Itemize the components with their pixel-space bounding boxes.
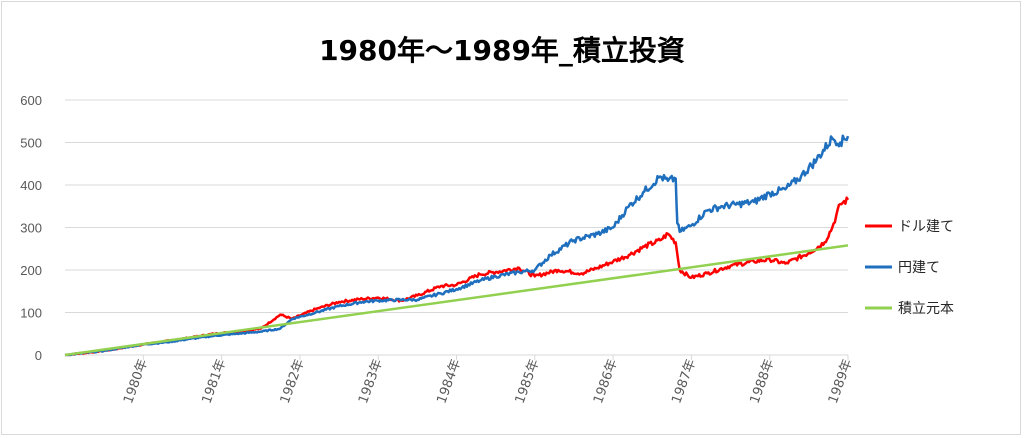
y-tick-label: 400 xyxy=(20,178,42,193)
series-line-2 xyxy=(64,244,849,357)
x-tick-label: 1989年 xyxy=(826,357,856,405)
legend-label: ドル建て xyxy=(898,219,954,235)
y-tick-label: 500 xyxy=(20,136,42,151)
x-tick-label: 1987年 xyxy=(669,357,699,405)
x-axis-ticks: 1980年 1981年 1982年 1983年 1984年 1985年 1986年 1987年… xyxy=(121,355,856,406)
legend-label: 積立元本 xyxy=(898,301,954,317)
x-tick-label: 1984年 xyxy=(434,357,464,405)
series-line-1 xyxy=(64,134,850,357)
x-tick-label: 1981年 xyxy=(199,357,229,405)
x-tick-label: 1986年 xyxy=(591,357,621,405)
y-tick-label: 200 xyxy=(20,263,42,278)
y-tick-label: 0 xyxy=(35,348,42,363)
series-line-0 xyxy=(64,196,850,357)
x-tick-label: 1983年 xyxy=(356,357,386,405)
gridlines xyxy=(65,99,848,356)
legend-label: 円建て xyxy=(898,260,940,276)
y-tick-label: 100 xyxy=(20,306,42,321)
x-tick-label: 1982年 xyxy=(278,357,308,405)
y-tick-label: 600 xyxy=(20,93,42,108)
chart-title: 1980年～1989年_積立投資 xyxy=(319,34,685,67)
y-axis-ticks: 0 100 200 300 400 500 600 xyxy=(20,93,42,363)
series-lines xyxy=(64,134,850,357)
x-tick-label: 1985年 xyxy=(513,357,543,405)
x-tick-label: 1988年 xyxy=(748,357,778,405)
x-tick-label: 1980年 xyxy=(121,357,151,405)
y-tick-label: 300 xyxy=(20,221,42,236)
